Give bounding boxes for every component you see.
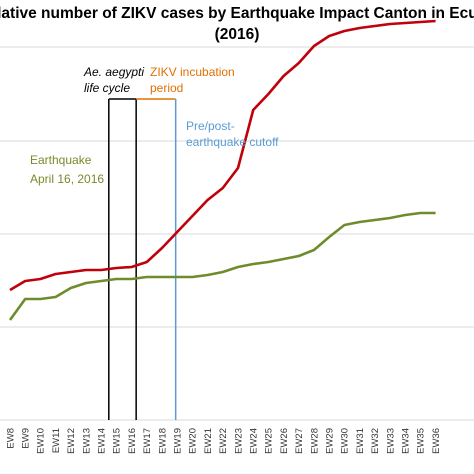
cutoff-label-line2: earthquake cutoff (186, 135, 279, 149)
x-tick-label: EW30 (340, 428, 351, 454)
x-tick-label: EW29 (325, 428, 336, 454)
x-tick-label: EW19 (173, 428, 184, 454)
annotations: Ae. aegypti life cycle ZIKV incubation p… (30, 65, 279, 186)
x-tick-label: EW11 (51, 428, 62, 453)
zikv-label-line1: ZIKV incubation (150, 65, 235, 79)
x-tick-label: EW20 (188, 428, 199, 454)
x-tick-label: EW9 (21, 428, 32, 449)
aegypti-label-line1: Ae. aegypti (83, 65, 144, 79)
x-tick-label: EW22 (218, 428, 229, 454)
x-tick-label: EW36 (431, 428, 442, 454)
chart-title-line2: (2016) (215, 26, 260, 43)
zikv-label-line2: period (150, 81, 183, 95)
x-tick-label: EW10 (36, 428, 47, 454)
x-tick-label: EW34 (401, 428, 412, 454)
earthquake-label-line2: April 16, 2016 (30, 172, 104, 186)
cutoff-label-line1: Pre/post- (186, 119, 235, 133)
x-tick-label: EW12 (66, 428, 77, 454)
x-tick-label: EW18 (157, 428, 168, 454)
x-tick-label: EW24 (249, 428, 260, 454)
earthquake-label-line1: Earthquake (30, 153, 92, 167)
x-tick-label: EW28 (309, 428, 320, 454)
chart-title-line1: ulative number of ZIKV cases by Earthqua… (0, 5, 474, 22)
x-tick-label: EW16 (127, 428, 138, 454)
x-tick-label: EW25 (264, 428, 275, 454)
x-tick-label: EW14 (97, 428, 108, 454)
period-brackets (108, 98, 177, 420)
aegypti-label-line2: life cycle (84, 81, 130, 95)
chart-title: ulative number of ZIKV cases by Earthqua… (0, 5, 474, 43)
x-tick-label: EW8 (5, 428, 16, 449)
gridlines (0, 46, 474, 421)
x-tick-label: EW21 (203, 428, 214, 454)
x-tick-label: EW33 (385, 428, 396, 454)
x-tick-labels: EW8 EW9 EW10 EW11 EW12 EW13 EW14 EW15 EW16 EW17 EW… (5, 428, 442, 454)
x-tick-label: EW17 (142, 428, 153, 454)
series-line-2 (8, 211, 436, 321)
x-tick-label: EW32 (370, 428, 381, 454)
x-tick-label: EW27 (294, 428, 305, 454)
x-tick-label: EW31 (355, 428, 366, 454)
x-tick-label: EW26 (279, 428, 290, 454)
series-lines (8, 19, 436, 321)
x-tick-label: EW13 (81, 428, 92, 454)
x-tick-label: EW23 (233, 428, 244, 454)
series-line-1 (9, 19, 436, 292)
x-tick-label: EW35 (416, 428, 427, 454)
x-tick-label: EW15 (112, 428, 123, 454)
